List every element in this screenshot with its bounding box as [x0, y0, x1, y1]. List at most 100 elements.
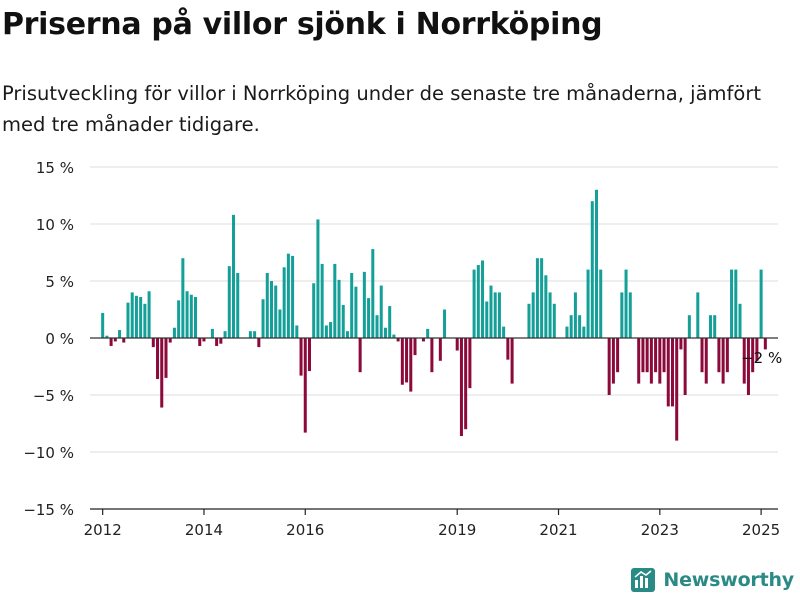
bar: [139, 296, 143, 338]
bar: [291, 255, 295, 338]
bar: [468, 338, 472, 389]
bar: [160, 338, 164, 408]
y-tick-label: −15 %: [23, 501, 74, 519]
bar: [371, 249, 375, 338]
brand-name: Newsworthy: [663, 569, 794, 591]
y-tick-label: 0 %: [45, 330, 74, 348]
newsworthy-logo: Newsworthy: [631, 568, 794, 592]
bar-chart-logo-icon: [631, 568, 656, 592]
bar: [269, 281, 274, 338]
bar: [405, 338, 409, 383]
y-tick-label: 5 %: [45, 273, 74, 291]
bar: [295, 325, 299, 338]
bar: [443, 309, 447, 338]
bar: [134, 295, 138, 338]
bar: [607, 338, 611, 395]
bar: [679, 338, 683, 350]
bar: [730, 269, 734, 338]
bar: [713, 315, 717, 338]
x-tick-label: 2014: [185, 521, 223, 539]
bar: [565, 326, 569, 338]
bar: [101, 312, 105, 338]
bar: [210, 328, 214, 338]
bar: [248, 331, 252, 338]
bar: [497, 292, 501, 338]
bar: [628, 292, 632, 338]
bar: [746, 338, 750, 395]
bar: [658, 338, 662, 384]
y-tick-label: −5 %: [33, 387, 74, 405]
bar: [531, 292, 535, 338]
bar: [527, 303, 531, 338]
bar: [586, 269, 590, 338]
bar: [299, 338, 303, 376]
bar: [379, 285, 383, 338]
bar: [253, 331, 257, 338]
bar: [147, 291, 151, 338]
bar: [620, 292, 624, 338]
bar: [307, 338, 311, 372]
last-value-annotation: −2 %: [741, 349, 782, 367]
bar: [126, 302, 130, 338]
bar: [358, 338, 362, 373]
bar: [105, 335, 109, 338]
bar: [683, 338, 687, 395]
bar: [223, 331, 227, 338]
bar: [172, 327, 176, 338]
bar: [156, 338, 160, 380]
x-tick-label: 2025: [742, 521, 780, 539]
bar: [303, 338, 307, 433]
bar: [510, 338, 514, 384]
bar: [430, 338, 434, 373]
bar: [383, 327, 387, 338]
bar: [312, 283, 316, 338]
bar: [641, 338, 645, 373]
bar: [552, 303, 556, 338]
bar: [316, 219, 320, 338]
bar: [725, 338, 729, 373]
bar: [489, 285, 493, 338]
bar: [122, 338, 126, 343]
bar: [130, 292, 134, 338]
bar: [540, 258, 544, 338]
bar: [696, 292, 700, 338]
bar: [282, 267, 286, 338]
bar: [599, 269, 603, 338]
bar: [654, 338, 658, 373]
bar: [345, 331, 349, 338]
bar: [261, 299, 265, 338]
bar: [751, 338, 755, 373]
bar: [409, 338, 413, 392]
bar: [704, 338, 708, 384]
bar: [578, 315, 582, 338]
bar: [738, 303, 742, 338]
bar: [666, 338, 670, 407]
bar: [168, 338, 172, 343]
y-tick-label: 15 %: [36, 159, 74, 177]
bar: [274, 285, 278, 338]
bar: [350, 273, 354, 338]
bar: [645, 338, 649, 373]
y-tick-label: −10 %: [23, 444, 74, 462]
bar: [455, 338, 459, 351]
bar: [202, 338, 206, 342]
bar: [759, 269, 763, 338]
bar: [590, 201, 594, 338]
bar: [194, 296, 198, 338]
bar: [464, 338, 468, 430]
bar: [341, 304, 345, 338]
bar: [109, 338, 113, 346]
bar: [426, 328, 430, 338]
bar: [662, 338, 666, 373]
bar: [362, 271, 366, 338]
bar: [472, 269, 476, 338]
x-tick-label: 2023: [641, 521, 679, 539]
bar: [687, 315, 691, 338]
bar: [392, 334, 396, 338]
bar: [227, 266, 231, 338]
bar: [185, 291, 189, 338]
x-tick-label: 2021: [539, 521, 577, 539]
bar: [459, 338, 463, 437]
bar: [438, 338, 442, 361]
